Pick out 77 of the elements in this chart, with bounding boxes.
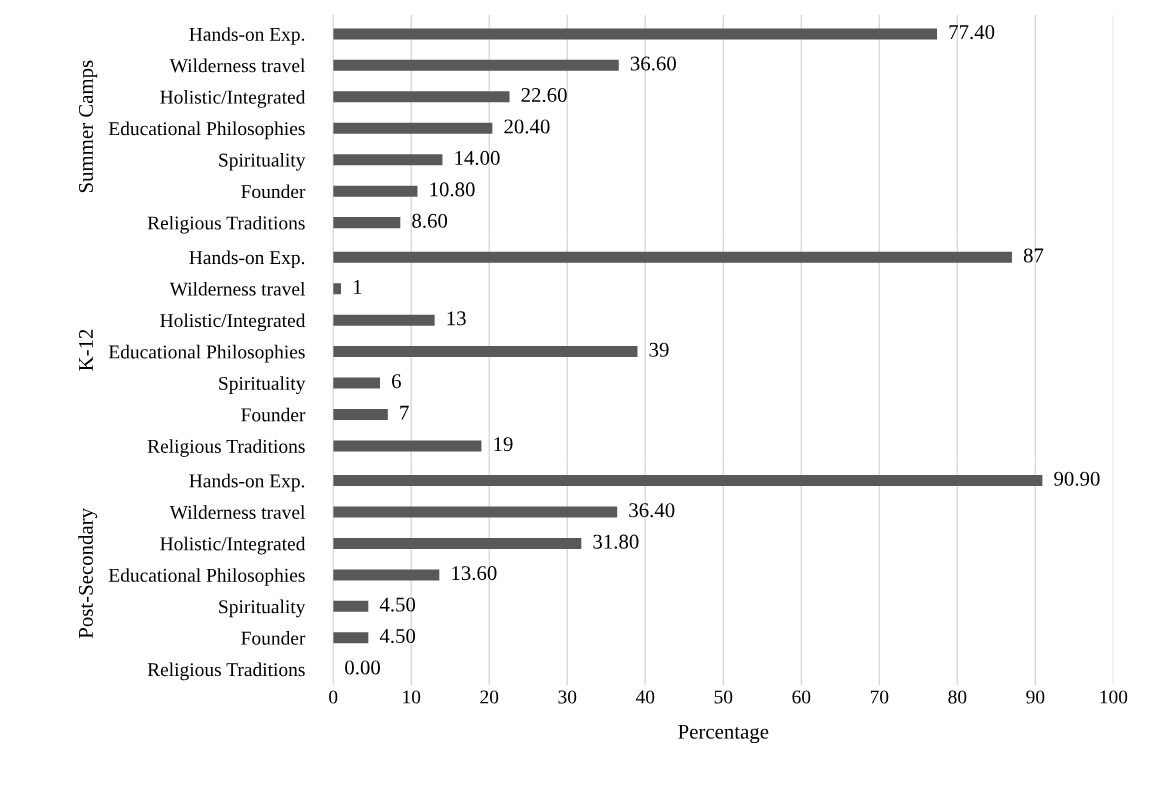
- data-label: 4.50: [379, 628, 416, 644]
- data-label: 77.40: [949, 25, 995, 40]
- bar: [333, 122, 493, 134]
- data-label: 4.50: [379, 597, 416, 612]
- y-tick-label: Spirituality: [219, 152, 306, 171]
- data-label: 7: [400, 405, 409, 420]
- bar: [333, 506, 618, 518]
- y-tick-label: Holistic/Integrated: [160, 313, 306, 332]
- x-tick-label: 60: [792, 690, 811, 704]
- y-tick-label: Religious Traditions: [147, 439, 305, 457]
- y-tick-label: Holistic/Integrated: [160, 536, 306, 555]
- bar: [333, 314, 435, 326]
- x-tick-label: 10: [403, 690, 421, 704]
- bar: [333, 217, 401, 229]
- x-tick-label: 0: [329, 690, 338, 704]
- bar: [333, 600, 369, 612]
- bar: [333, 251, 1012, 263]
- x-tick-label: 90: [1026, 690, 1045, 704]
- y-tick-label: Wilderness travel: [169, 281, 306, 296]
- bar: [333, 154, 443, 166]
- y-tick-label: Spirituality: [219, 599, 306, 618]
- data-label: 36.40: [629, 503, 675, 518]
- x-axis-title: Percentage: [678, 724, 769, 744]
- bar: [333, 440, 482, 452]
- bar: [333, 569, 440, 581]
- y-tick-label: Religious Traditions: [147, 215, 305, 234]
- y-tick-label: Hands-on Exp.: [189, 27, 305, 45]
- bar: [333, 59, 619, 71]
- data-label: 10.80: [430, 182, 475, 197]
- data-label: 87: [1023, 248, 1044, 263]
- data-label: 36.60: [630, 56, 676, 71]
- y-tick-label: Educational Philosophies: [108, 344, 305, 363]
- data-label: 39: [649, 342, 669, 357]
- data-label: 1: [353, 279, 362, 294]
- data-label: 8.60: [412, 213, 448, 228]
- x-tick-label: 100: [1100, 690, 1128, 704]
- data-label: 31.80: [593, 534, 639, 549]
- data-label: 19: [494, 437, 513, 452]
- y-axis-title: Post-Secondary: [78, 508, 98, 639]
- x-tick-label: 30: [558, 690, 577, 704]
- y-tick-label: Founder: [241, 184, 306, 199]
- bar: [333, 632, 369, 644]
- bar: [333, 346, 638, 358]
- x-tick-label: 70: [870, 690, 889, 704]
- x-tick-label: 80: [948, 690, 967, 704]
- y-tick-label: Spirituality: [219, 376, 306, 394]
- y-axis-title: Summer Camps: [78, 60, 98, 193]
- x-tick-label: 40: [635, 690, 655, 704]
- data-label: 22.60: [521, 87, 567, 103]
- x-tick-label: 20: [480, 690, 499, 704]
- y-tick-label: Founder: [241, 631, 306, 645]
- y-tick-label: Wilderness travel: [169, 58, 306, 73]
- bar: [333, 408, 388, 420]
- bar: [333, 377, 381, 389]
- y-tick-label: Hands-on Exp.: [189, 250, 305, 269]
- y-tick-label: Wilderness travel: [169, 505, 306, 520]
- data-label: 90.90: [1054, 471, 1100, 486]
- y-tick-label: Educational Philosophies: [108, 121, 305, 140]
- data-label: 13.60: [452, 566, 497, 581]
- data-label: 20.40: [504, 119, 550, 134]
- bar: [333, 475, 1043, 487]
- bar: [333, 91, 510, 103]
- data-label: 13: [447, 311, 466, 326]
- y-tick-label: Hands-on Exp.: [189, 473, 305, 492]
- bar: [333, 28, 938, 40]
- x-tick-label: 50: [714, 690, 733, 704]
- y-tick-label: Holistic/Integrated: [160, 90, 306, 108]
- y-tick-label: Religious Traditions: [147, 662, 305, 681]
- data-label: 0.00: [345, 660, 380, 675]
- data-label: 14.00: [455, 150, 500, 166]
- data-label: 6: [392, 374, 401, 389]
- bar: [333, 185, 418, 197]
- y-axis-title: K-12: [78, 329, 93, 371]
- y-tick-label: Educational Philosophies: [108, 568, 305, 586]
- bar: [333, 283, 342, 295]
- y-tick-label: Founder: [241, 407, 306, 422]
- bar: [333, 537, 582, 549]
